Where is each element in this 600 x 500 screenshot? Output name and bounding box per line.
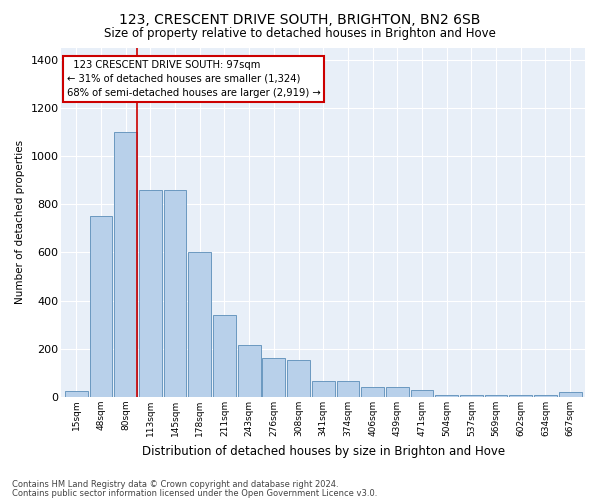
Y-axis label: Number of detached properties: Number of detached properties (15, 140, 25, 304)
Bar (213, 315, 236, 397)
Bar (436, 394, 458, 397)
Bar (337, 382, 359, 397)
Bar (485, 394, 508, 397)
Bar (559, 392, 581, 397)
Text: Contains public sector information licensed under the Open Government Licence v3: Contains public sector information licen… (12, 488, 377, 498)
Text: Size of property relative to detached houses in Brighton and Hove: Size of property relative to detached ho… (104, 28, 496, 40)
Bar (509, 394, 532, 397)
Bar (262, 358, 285, 397)
Text: 123, CRESCENT DRIVE SOUTH, BRIGHTON, BN2 6SB: 123, CRESCENT DRIVE SOUTH, BRIGHTON, BN2… (119, 12, 481, 26)
Bar (188, 252, 211, 397)
Bar (460, 394, 483, 397)
Bar (312, 382, 335, 397)
Bar (386, 388, 409, 397)
X-axis label: Distribution of detached houses by size in Brighton and Hove: Distribution of detached houses by size … (142, 444, 505, 458)
Text: 123 CRESCENT DRIVE SOUTH: 97sqm
← 31% of detached houses are smaller (1,324)
68%: 123 CRESCENT DRIVE SOUTH: 97sqm ← 31% of… (67, 60, 320, 98)
Bar (361, 388, 384, 397)
Text: Contains HM Land Registry data © Crown copyright and database right 2024.: Contains HM Land Registry data © Crown c… (12, 480, 338, 489)
Bar (534, 394, 557, 397)
Bar (65, 391, 88, 397)
Bar (164, 190, 187, 397)
Bar (115, 132, 137, 397)
Bar (89, 216, 112, 397)
Bar (410, 390, 433, 397)
Bar (287, 360, 310, 397)
Bar (238, 345, 260, 397)
Bar (139, 190, 162, 397)
